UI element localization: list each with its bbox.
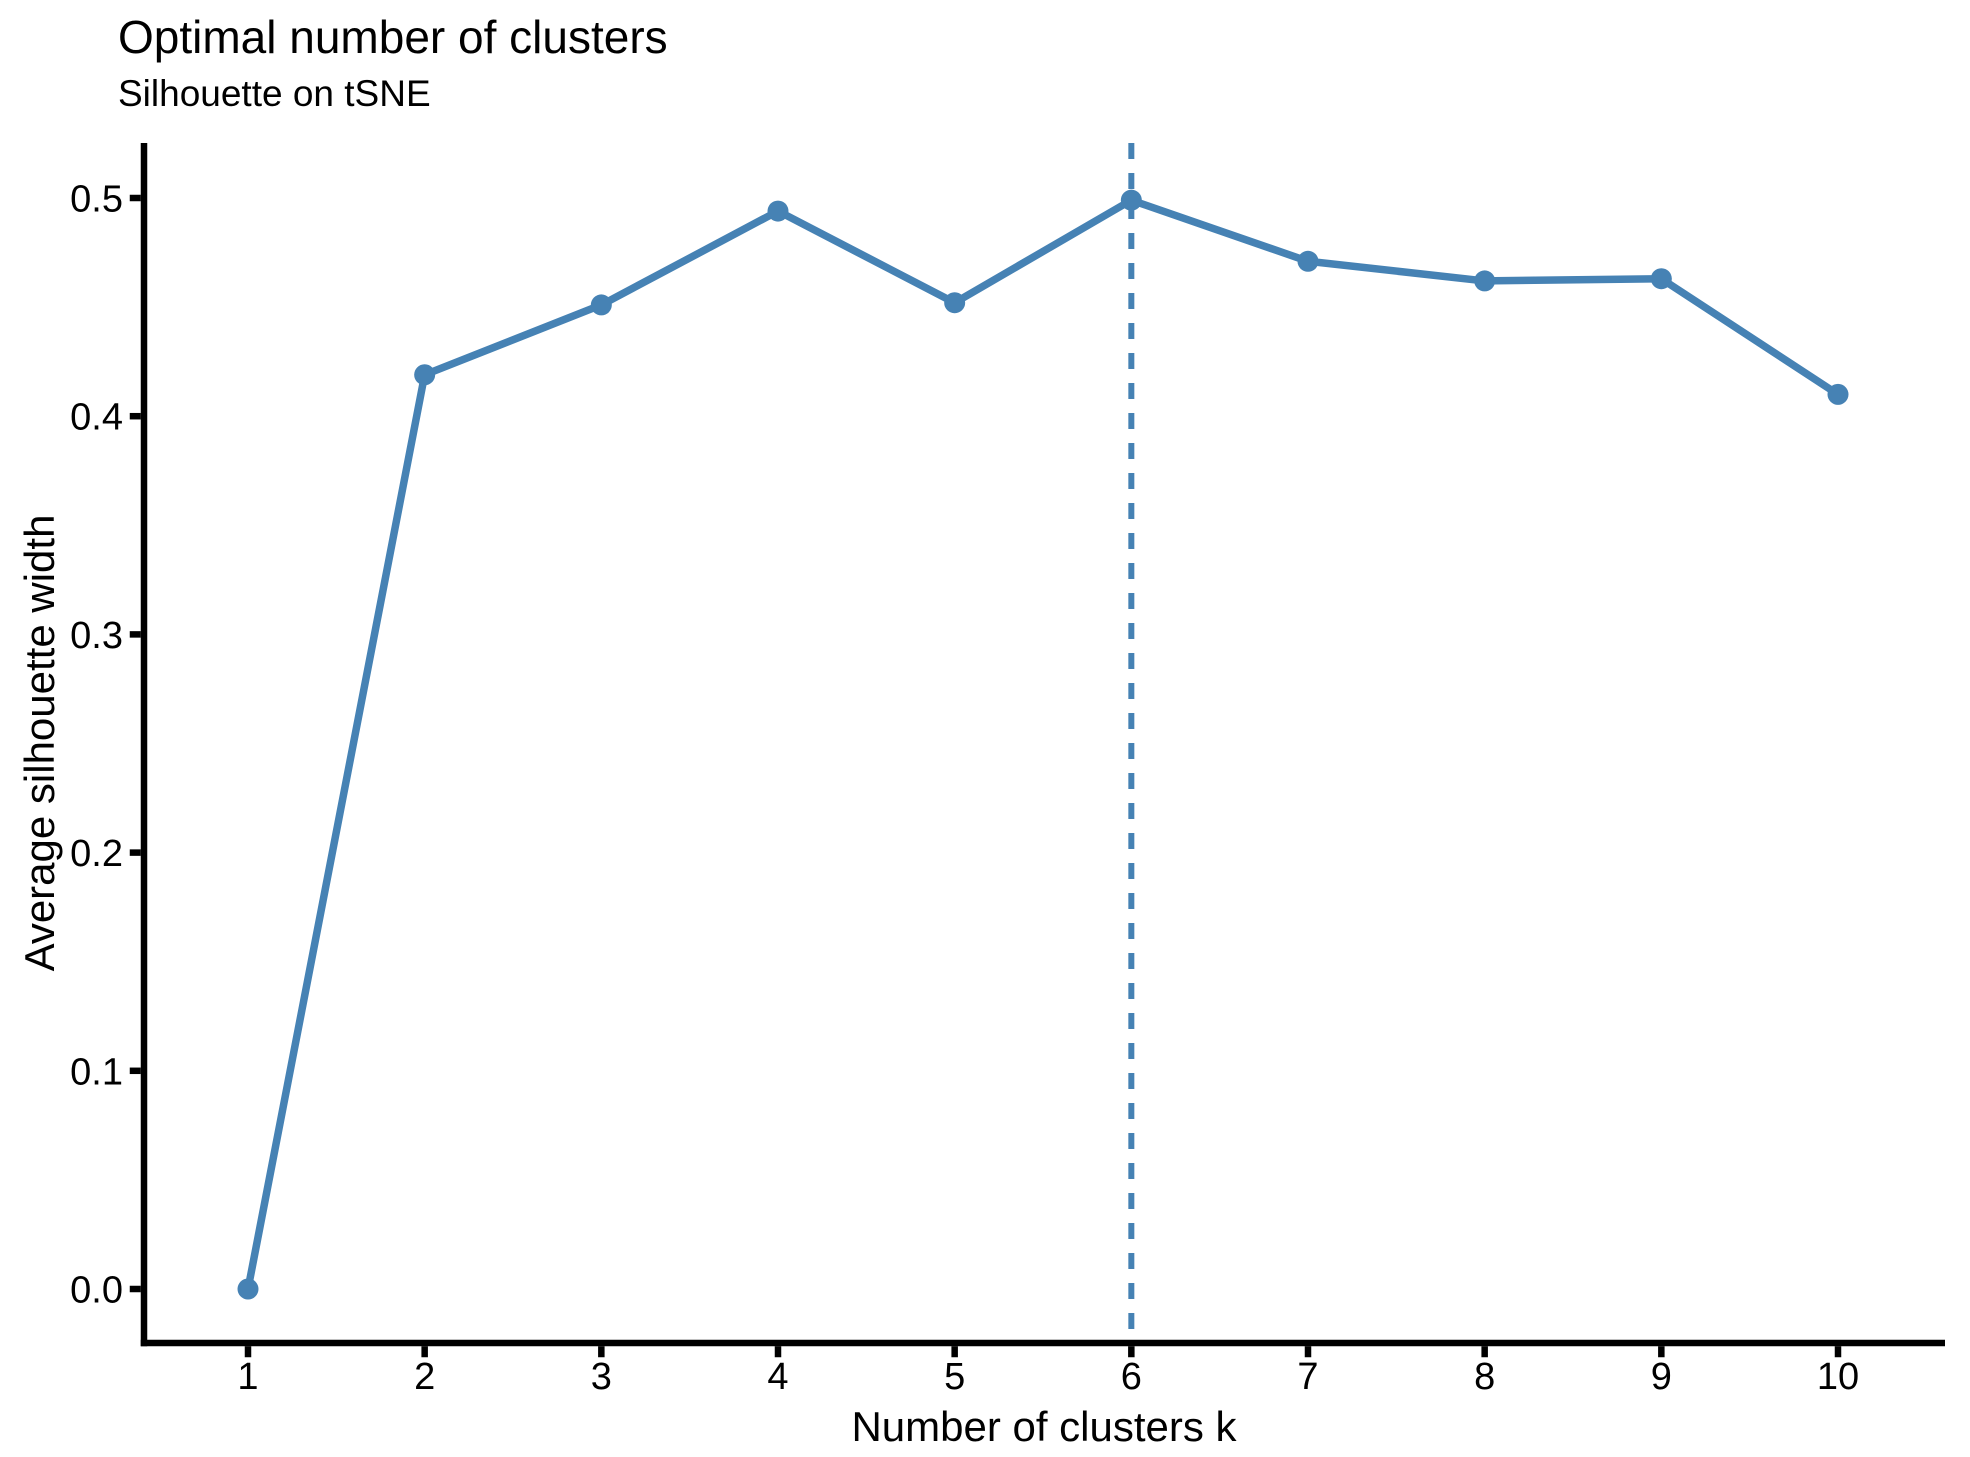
y-tick-label: 0.0	[70, 1270, 123, 1312]
x-tick-label: 10	[1817, 1356, 1859, 1398]
data-point	[1474, 270, 1496, 292]
data-point	[1120, 189, 1142, 211]
x-tick-label: 5	[944, 1356, 965, 1398]
x-tick-label: 3	[591, 1356, 612, 1398]
y-axis-title: Average silhouette width	[16, 514, 63, 972]
x-tick-label: 1	[237, 1356, 258, 1398]
x-tick-label: 7	[1297, 1356, 1318, 1398]
data-point	[414, 364, 436, 386]
data-point	[1827, 383, 1849, 405]
data-point	[944, 292, 966, 314]
chart-subtitle: Silhouette on tSNE	[118, 73, 431, 114]
x-tick-label: 4	[767, 1356, 788, 1398]
y-tick-label: 0.1	[70, 1051, 123, 1093]
x-axis-title: Number of clusters k	[851, 1403, 1237, 1450]
x-tick-label: 6	[1121, 1356, 1142, 1398]
chart-title: Optimal number of clusters	[118, 11, 668, 63]
silhouette-line	[244, 196, 1842, 1293]
x-tick-label: 9	[1651, 1356, 1672, 1398]
y-tick-label: 0.3	[70, 615, 123, 657]
x-tick-label: 2	[414, 1356, 435, 1398]
data-point	[237, 1278, 259, 1300]
y-tick-label: 0.2	[70, 833, 123, 875]
y-tick-label: 0.4	[70, 397, 123, 439]
data-point	[590, 294, 612, 316]
y-tick-label: 0.5	[70, 179, 123, 221]
data-point	[767, 200, 789, 222]
data-point	[1297, 250, 1319, 272]
data-point	[1650, 268, 1672, 290]
x-tick-label: 8	[1474, 1356, 1495, 1398]
